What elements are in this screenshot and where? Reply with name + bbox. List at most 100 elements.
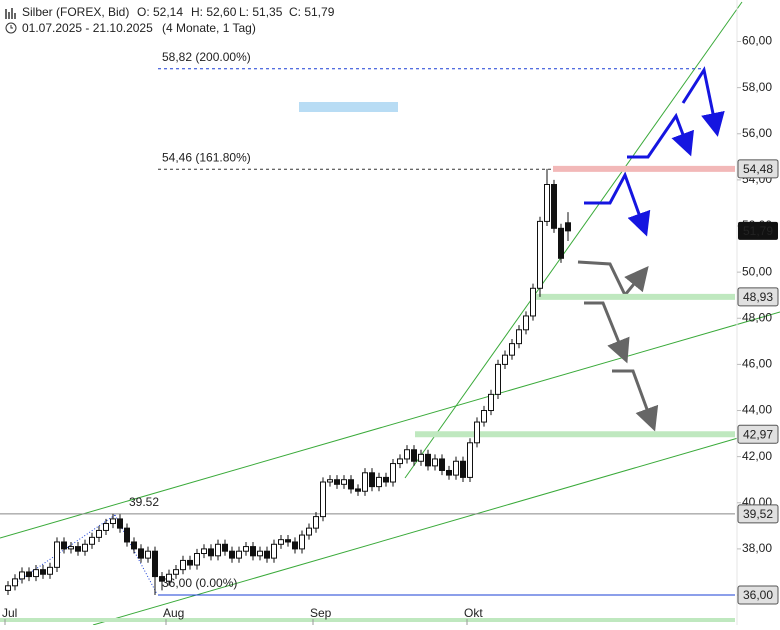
candle-body [61,541,67,550]
candle-body [481,410,487,423]
candle-body [523,315,529,331]
x-tick-label: Sep [310,606,332,620]
candle-body [19,571,25,580]
candle-body [341,479,347,485]
candle-body [33,569,39,578]
candle-body [250,546,256,557]
candle-body [565,222,571,232]
candle-body [166,573,172,582]
x-tick-label: Aug [163,606,184,620]
candle-body [215,543,221,557]
candle-body [201,548,207,555]
candle-body [334,479,340,485]
candle-body [243,546,249,552]
y-tick-label: 44,00 [742,403,772,417]
y-tick-label: 60,00 [742,34,772,48]
candle-body [131,541,137,550]
candle-body [453,460,459,476]
fib-label: 58,82 (200.00%) [162,50,251,64]
candle-body [320,481,326,518]
candle-body [509,343,515,356]
clock-hand [10,25,13,29]
candle-body [40,569,46,575]
candle-body [82,543,88,552]
instrument: Silber (FOREX, Bid) [22,5,129,19]
y-tick-label: 56,00 [742,126,772,140]
candle-body [278,539,284,545]
candle-body [103,523,109,531]
candle-body [187,559,193,566]
price-box-label: 36,00 [743,588,773,602]
y-tick-label: 50,00 [742,264,772,278]
candle-body [152,550,158,578]
candle-body [446,469,452,476]
scenario-arrow [681,66,725,137]
candle-body [502,354,508,365]
candle-body [551,184,557,229]
fib-label: 39.52 [129,495,159,509]
candle-body [96,529,102,538]
candle-body [474,421,480,444]
candle-body [460,460,466,478]
candle-body [173,569,179,575]
candle-body [110,518,116,525]
last-price-label: 51,79 [743,224,773,238]
candle-body [425,453,431,467]
ohlc-open: O: 52,14 [137,5,183,19]
candle-body [411,449,417,462]
marker-box [299,102,398,112]
candle-body [488,393,494,412]
ohlc-low: L: 51,35 [239,5,283,19]
clock-icon [5,22,17,34]
trend-line [92,437,739,626]
candle-body [418,453,424,462]
candle-body [194,553,200,566]
date-span: (4 Monate, 1 Tag) [162,21,256,35]
candle-body [26,571,32,578]
candle-body [537,220,543,289]
price-box-label: 54,48 [743,162,773,176]
candle-body [544,184,550,222]
fib-label: 36,00 (0.00%) [162,576,237,590]
candle-body [369,472,375,488]
candle-body [404,449,410,460]
candle-body [397,458,403,465]
chart-icon [5,8,16,19]
candle-body [292,541,298,550]
candle-body [390,463,396,483]
candle-body [299,534,305,550]
candle-body [124,527,130,543]
y-tick-label: 42,00 [742,449,772,463]
candle-body [54,541,60,568]
price-box-label: 42,97 [743,427,773,441]
candle-body [530,287,536,317]
candle-body [383,476,389,483]
candle-body [222,543,228,552]
scenario-arrow [627,112,694,159]
last-price-box [738,221,778,240]
candle-body [432,458,438,467]
y-tick-label: 48,00 [742,310,772,324]
x-tick-label: Jul [2,606,17,620]
scenario-arrow [584,171,651,237]
candle-body [439,458,445,471]
candle-body [5,585,11,591]
candle-body [180,559,186,571]
price-box [737,287,779,307]
candle-body [229,550,235,559]
y-tick-label: 46,00 [742,357,772,371]
price-box-label: 39,52 [743,507,773,521]
candle-body [145,550,151,559]
candle-body [271,543,277,559]
y-tick-label: 38,00 [742,541,772,555]
candle-body [257,550,263,557]
y-tick-label: 58,00 [742,80,772,94]
candle-body [285,539,291,543]
ohlc-high: H: 52,60 [191,5,237,19]
fib-label: 54,46 (161.80%) [162,150,251,164]
candle-body [495,363,501,395]
header: Silber (FOREX, Bid) O: 52,14 H: 52,60 L:… [5,5,335,35]
